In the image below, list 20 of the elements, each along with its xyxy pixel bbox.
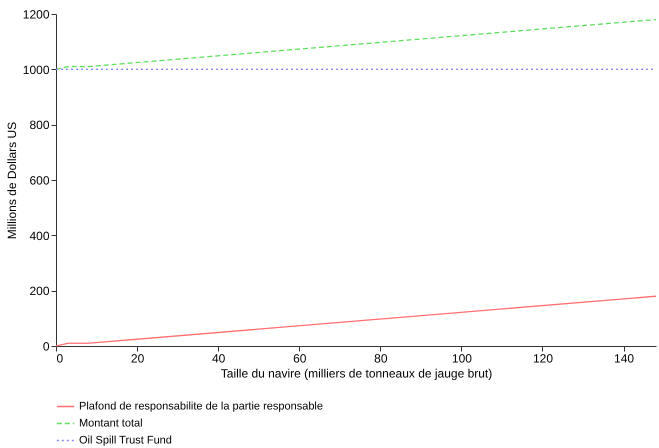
- x-tick-label: 140: [614, 352, 634, 366]
- x-axis-title: Taille du navire (milliers de tonneaux de jauge brut): [220, 366, 492, 380]
- y-tick-label: 800: [29, 118, 50, 132]
- y-tick-label: 1200: [22, 8, 50, 22]
- x-tick-label: 80: [374, 352, 388, 366]
- y-tick-label: 400: [29, 228, 50, 243]
- y-tick-label: 600: [29, 174, 50, 188]
- y-axis-title: Millions de Dollars US: [4, 122, 19, 240]
- x-tick-label: 20: [130, 352, 145, 366]
- x-tick-label: 100: [452, 352, 472, 366]
- y-tick-label: 200: [29, 284, 50, 298]
- legend-label: Montant total: [79, 418, 143, 430]
- legend-label: Oil Spill Trust Fund: [79, 434, 172, 446]
- x-tick-label: 40: [212, 352, 226, 366]
- x-tick-label: 60: [293, 352, 307, 366]
- legend-label: Plafond de responsabilite de la partie responsable: [79, 400, 323, 412]
- x-tick-label: 0: [56, 352, 64, 366]
- y-tick-label: 0: [42, 340, 50, 354]
- x-tick-label: 120: [532, 352, 554, 366]
- y-tick-label: 1000: [22, 62, 50, 77]
